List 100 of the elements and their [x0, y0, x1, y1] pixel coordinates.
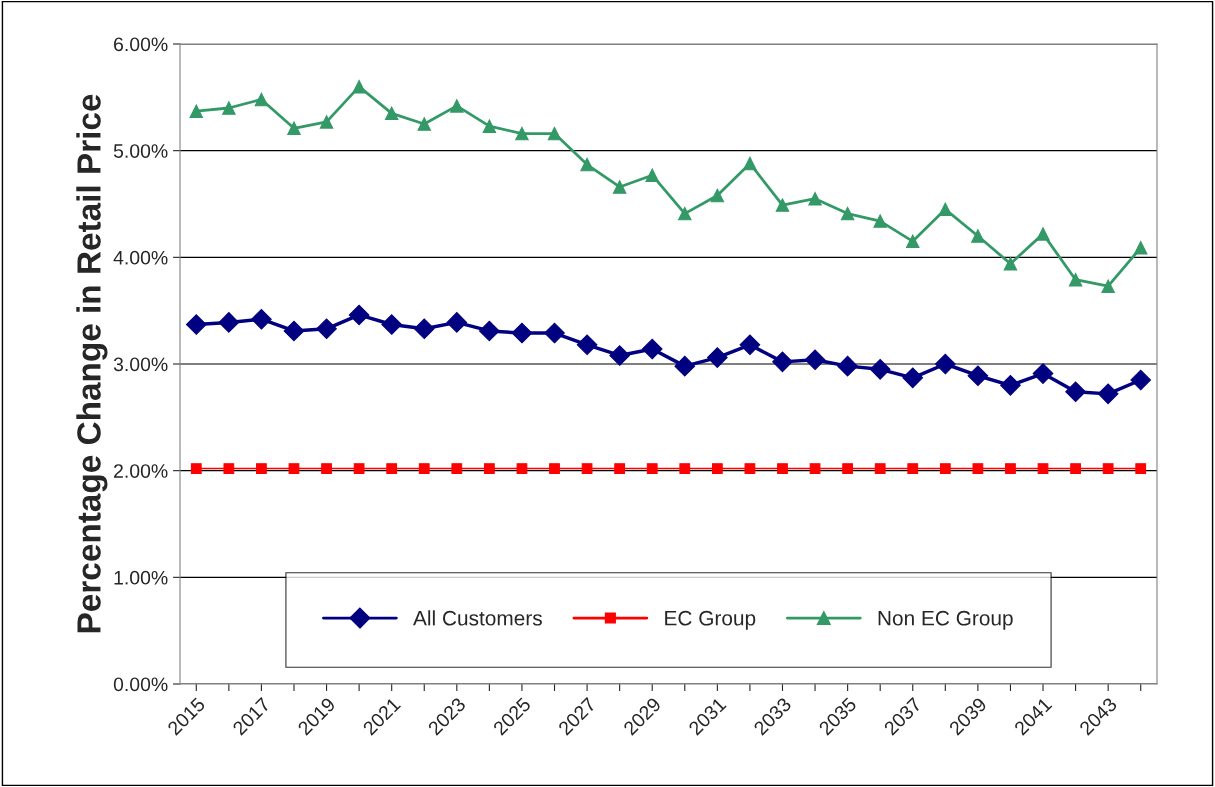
point	[711, 463, 723, 474]
legend-label: All Customers	[413, 610, 542, 626]
point	[837, 355, 858, 377]
point	[222, 101, 236, 115]
point	[451, 463, 463, 474]
point	[907, 463, 919, 474]
point	[972, 463, 984, 474]
point	[902, 367, 924, 389]
point	[544, 322, 565, 344]
point	[743, 156, 757, 171]
point	[1097, 383, 1119, 405]
point	[641, 338, 663, 360]
point	[775, 198, 790, 212]
point	[1130, 369, 1152, 391]
point	[874, 463, 886, 474]
point	[1005, 463, 1016, 474]
point	[251, 308, 272, 330]
point	[707, 347, 728, 368]
point	[678, 206, 692, 221]
point	[288, 463, 300, 474]
point	[189, 104, 204, 118]
point	[413, 318, 435, 340]
point	[185, 314, 207, 335]
point	[1101, 279, 1115, 293]
y-tick-label: 1.00%	[114, 570, 168, 585]
point	[710, 188, 725, 203]
point	[580, 157, 594, 172]
point	[386, 463, 398, 474]
point	[905, 234, 920, 249]
point	[218, 312, 240, 333]
point	[744, 463, 756, 474]
point	[1102, 463, 1114, 474]
point	[479, 320, 500, 342]
y-tick-label: 6.00%	[114, 37, 168, 52]
point	[739, 334, 761, 356]
point	[873, 214, 887, 228]
point	[679, 463, 691, 474]
point	[321, 463, 332, 474]
point	[1135, 463, 1147, 474]
point	[316, 318, 337, 340]
point	[352, 79, 366, 94]
point	[939, 463, 951, 474]
point	[223, 463, 235, 474]
point	[1003, 256, 1018, 271]
point	[646, 463, 658, 474]
point	[482, 119, 497, 133]
point	[254, 92, 269, 107]
point	[283, 320, 305, 342]
point	[484, 463, 495, 474]
y-tick-label: 2.00%	[114, 464, 168, 478]
point	[809, 463, 821, 474]
point	[417, 117, 432, 131]
point	[348, 304, 370, 326]
point	[547, 126, 562, 141]
point	[645, 168, 659, 182]
point	[256, 463, 267, 474]
point	[934, 353, 956, 375]
y-axis-title: Percentage Change in Retail Price	[76, 94, 108, 633]
point	[869, 358, 891, 380]
point	[614, 463, 626, 474]
point	[1133, 240, 1148, 255]
point	[381, 314, 403, 335]
point	[1070, 463, 1081, 474]
point	[287, 121, 301, 136]
point	[674, 355, 696, 377]
point	[1000, 374, 1021, 396]
point	[446, 312, 468, 333]
point	[840, 206, 855, 221]
point	[938, 202, 953, 217]
legend-label: Non EC Group	[878, 610, 1013, 630]
point	[511, 322, 533, 344]
point	[549, 463, 560, 474]
y-tick-label: 5.00%	[113, 144, 168, 158]
point	[777, 463, 788, 474]
point	[967, 365, 989, 387]
y-tick-label: 0.00%	[113, 677, 168, 692]
point	[1036, 227, 1050, 241]
point	[804, 349, 826, 371]
point	[1032, 363, 1054, 384]
point	[1037, 463, 1049, 474]
point	[384, 106, 399, 121]
point	[1065, 381, 1086, 403]
point	[576, 334, 598, 356]
point	[319, 115, 334, 129]
legend-label: EC Group	[665, 610, 756, 630]
point	[612, 180, 627, 194]
point	[772, 351, 793, 373]
point	[190, 463, 202, 474]
point	[353, 463, 365, 474]
y-tick-label: 4.00%	[113, 250, 168, 265]
y-tick-label: 3.00%	[113, 357, 168, 372]
point	[516, 463, 528, 474]
point	[609, 345, 630, 366]
point	[418, 463, 430, 474]
point	[515, 126, 529, 141]
point	[808, 191, 822, 206]
point	[581, 463, 593, 474]
point	[842, 463, 853, 474]
point	[1068, 272, 1083, 287]
point	[450, 99, 464, 113]
